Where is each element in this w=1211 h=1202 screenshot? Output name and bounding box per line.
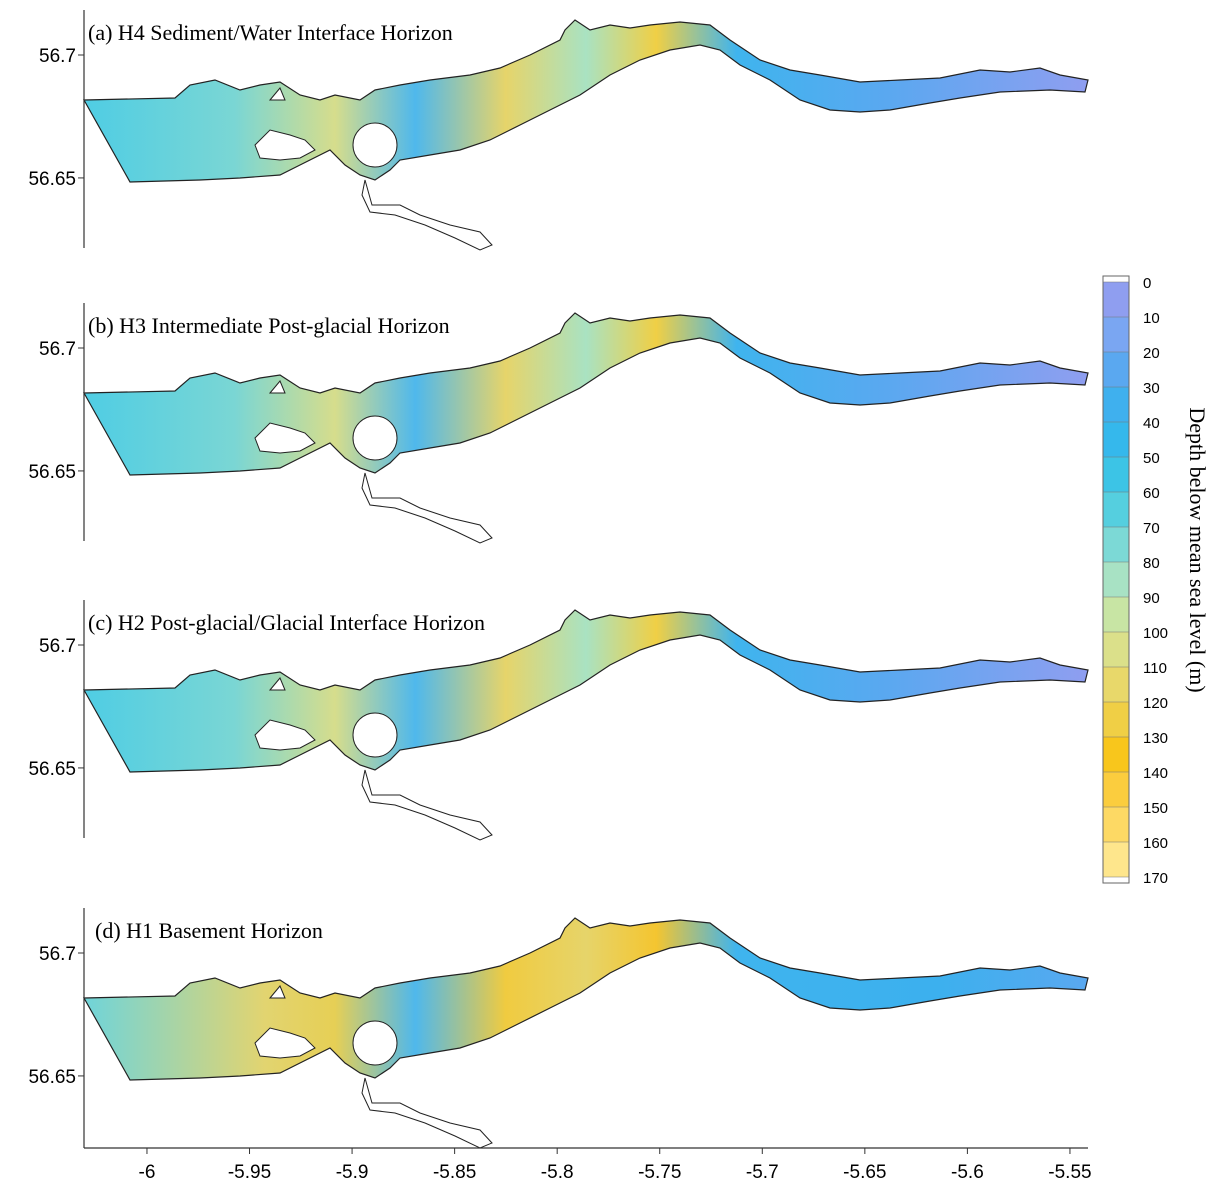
colorbar-band (1103, 772, 1129, 807)
x-tick-label: -5.6 (951, 1162, 984, 1183)
colorbar-band (1103, 632, 1129, 667)
y-tick-label: 56.7 (39, 944, 76, 965)
colorbar-band (1103, 422, 1129, 457)
colorbar-band (1103, 457, 1129, 492)
colorbar-tick-label: 40 (1143, 415, 1160, 432)
colorbar-tick-label: 90 (1143, 590, 1160, 607)
colorbar-frame (1102, 275, 1130, 884)
colorbar-tick-label: 30 (1143, 380, 1160, 397)
x-tick-label: -5.8 (541, 1162, 574, 1183)
x-tick-label: -5.7 (746, 1162, 779, 1183)
x-tick-label: -5.55 (1048, 1162, 1091, 1183)
x-tick-label: -5.85 (433, 1162, 476, 1183)
colorbar-band (1103, 282, 1129, 317)
y-tick-label: 56.65 (28, 759, 76, 780)
colorbar-tick-label: 60 (1143, 485, 1160, 502)
panel: 56.65 56.7 (a) H4 Sediment/Water Interface… (28, 10, 1089, 251)
colorbar-band (1103, 667, 1129, 702)
colorbar-band (1103, 562, 1129, 597)
panel-title: (c) H2 Post-glacial/Glacial Interface Ho… (88, 610, 485, 635)
loch-map (83, 917, 1089, 1149)
colorbar-band (1103, 842, 1129, 877)
colorbar-band (1103, 527, 1129, 562)
colorbar-tick-label: 70 (1143, 520, 1160, 537)
panel-title: (b) H3 Intermediate Post-glacial Horizon (88, 313, 450, 338)
colorbar-tick-label: 160 (1143, 835, 1168, 852)
colorbar-tick-label: 20 (1143, 345, 1160, 362)
colorbar-band (1103, 352, 1129, 387)
colorbar-tick-label: 110 (1143, 660, 1167, 677)
x-tick-label: -5.95 (228, 1162, 271, 1183)
panel-title: (d) H1 Basement Horizon (95, 918, 323, 943)
colorbar-tick-label: 0 (1143, 275, 1151, 292)
colorbar-tick-label: 50 (1143, 450, 1160, 467)
colorbar-tick-label: 130 (1143, 730, 1168, 747)
panel: 56.65 56.7 (d) H1 Basement Horizon (28, 908, 1089, 1149)
y-tick-label: 56.65 (28, 462, 76, 483)
colorbar-tick-label: 100 (1143, 625, 1168, 642)
colorbar-tick-label: 80 (1143, 555, 1160, 572)
loch-map (83, 609, 1089, 841)
x-tick-label: -5.9 (336, 1162, 369, 1183)
colorbar-tick-label: 140 (1143, 765, 1168, 782)
colorbar-tick-label: 120 (1143, 695, 1168, 712)
colorbar-tick-label: 150 (1143, 800, 1168, 817)
y-tick-label: 56.7 (39, 46, 76, 67)
y-tick-label: 56.7 (39, 636, 76, 657)
colorbar-band (1103, 702, 1129, 737)
loch-map (83, 312, 1089, 544)
y-tick-label: 56.7 (39, 339, 76, 360)
colorbar-band (1103, 597, 1129, 632)
x-tick-label: -5.65 (843, 1162, 886, 1183)
panel-title: (a) H4 Sediment/Water Interface Horizon (88, 20, 453, 45)
y-tick-label: 56.65 (28, 169, 76, 190)
colorbar-band (1103, 737, 1129, 772)
panel: 56.65 56.7 (c) H2 Post-glacial/Glacial Int… (28, 600, 1089, 841)
y-tick-label: 56.65 (28, 1067, 76, 1088)
colorbar-band (1103, 492, 1129, 527)
colorbar-tick-label: 10 (1143, 310, 1160, 327)
colorbar-band (1103, 387, 1129, 422)
x-tick-label: -6 (139, 1162, 156, 1183)
loch-map (83, 19, 1089, 251)
colorbar-label: Depth below mean sea level (m) (1185, 407, 1210, 692)
colorbar-band (1103, 317, 1129, 352)
colorbar-tick-label: 170 (1143, 870, 1168, 887)
colorbar-band (1103, 807, 1129, 842)
panel: 56.65 56.7 (b) H3 Intermediate Post-glacia… (28, 303, 1089, 544)
x-tick-label: -5.75 (638, 1162, 681, 1183)
